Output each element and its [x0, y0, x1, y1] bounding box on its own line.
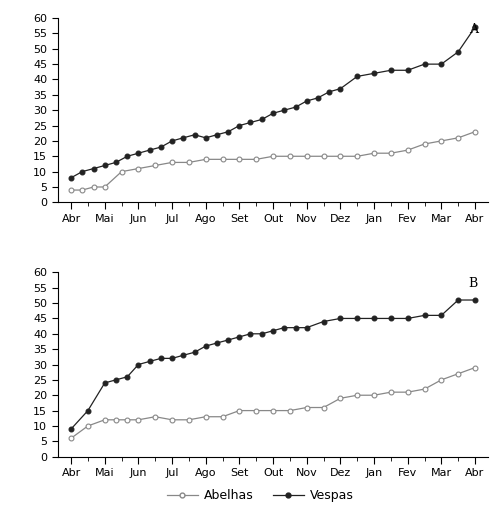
Text: A: A	[469, 23, 477, 36]
Text: B: B	[468, 277, 477, 290]
Legend: Abelhas, Vespas: Abelhas, Vespas	[162, 484, 359, 507]
